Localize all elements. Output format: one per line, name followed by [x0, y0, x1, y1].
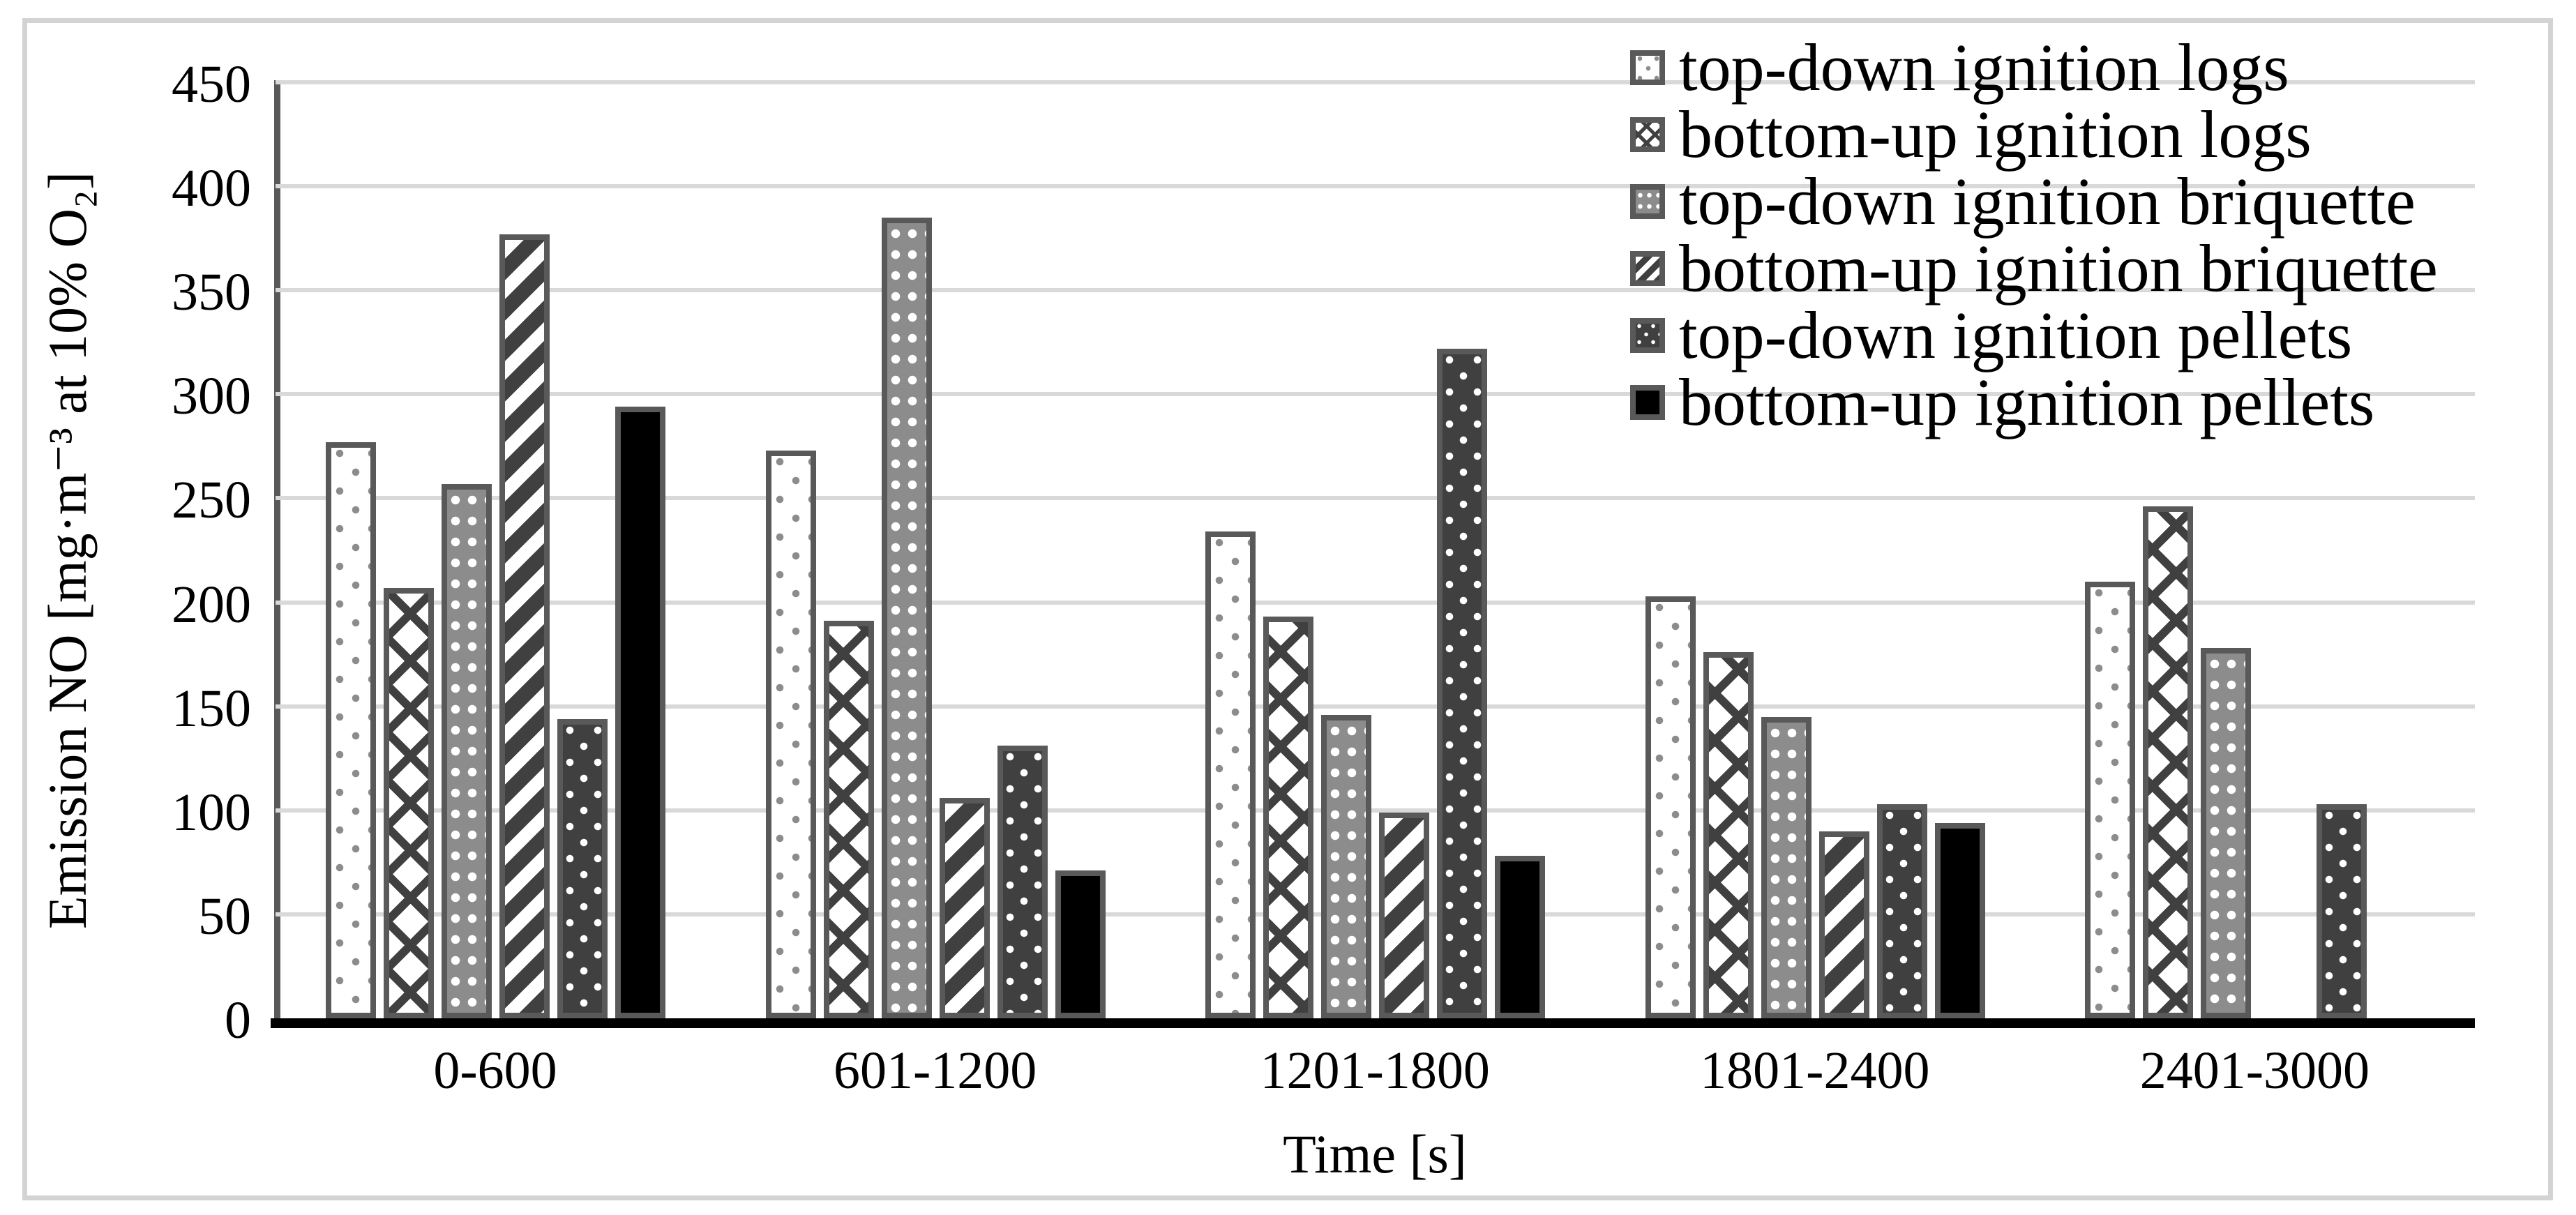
x-category-label-601-1200: 601-1200	[833, 1041, 1037, 1100]
white-dots-on-dark-gray-swatch-icon	[1630, 318, 1665, 353]
y-tick-label-250: 250	[172, 471, 251, 530]
gridline-300	[276, 392, 2475, 397]
y-tick-label-400: 400	[172, 159, 251, 218]
bar-bottom-up-ignition-pellets-0-600	[615, 407, 665, 1018]
bar-bottom-up-ignition-briquette-1201-1800	[1379, 812, 1430, 1018]
chart-frame	[22, 18, 2553, 1200]
y-tick-label-100: 100	[172, 783, 251, 842]
legend-label: bottom-up ignition logs	[1679, 97, 2312, 172]
bar-top-down-ignition-pellets-601-1200	[997, 746, 1048, 1018]
solid-black-swatch-icon	[1630, 385, 1665, 420]
gridline-450	[276, 80, 2475, 84]
x-axis-title: Time [s]	[1283, 1124, 1467, 1184]
bar-top-down-ignition-pellets-0-600	[557, 718, 608, 1018]
y-tick-label-0: 0	[225, 991, 251, 1050]
bar-top-down-ignition-logs-0-600	[326, 442, 376, 1018]
gridline-50	[276, 912, 2475, 916]
sparse-gray-dots-on-white-swatch-icon	[1630, 50, 1665, 85]
bar-bottom-up-ignition-logs-1201-1800	[1263, 617, 1314, 1018]
bar-top-down-ignition-pellets-1201-1800	[1437, 348, 1488, 1018]
bar-top-down-ignition-briquette-2401-3000	[2201, 648, 2252, 1018]
bar-top-down-ignition-pellets-1801-2400	[1876, 803, 1927, 1018]
gridline-350	[276, 288, 2475, 293]
bar-top-down-ignition-briquette-0-600	[442, 483, 492, 1018]
x-axis-line	[271, 1018, 2475, 1028]
legend-label: top-down ignition briquette	[1679, 164, 2416, 239]
gridline-250	[276, 496, 2475, 501]
bar-bottom-up-ignition-pellets-601-1200	[1055, 870, 1106, 1018]
x-category-label-2401-3000: 2401-3000	[2139, 1041, 2370, 1100]
legend-label: top-down ignition logs	[1679, 30, 2289, 105]
y-tick-label-300: 300	[172, 367, 251, 426]
plot-area	[276, 80, 2475, 1018]
y-tick-label-50: 50	[198, 886, 251, 946]
y-tick-label-200: 200	[172, 575, 251, 634]
y-tick-label-350: 350	[172, 263, 251, 322]
x-category-label-1801-2400: 1801-2400	[1700, 1041, 1930, 1100]
bar-top-down-ignition-logs-1201-1800	[1205, 531, 1256, 1018]
bar-top-down-ignition-logs-601-1200	[765, 450, 816, 1018]
x-category-label-0-600: 0-600	[433, 1041, 557, 1100]
y-axis-line	[274, 80, 280, 1020]
legend-label: bottom-up ignition pellets	[1679, 365, 2375, 439]
gridline-200	[276, 600, 2475, 605]
gridline-400	[276, 184, 2475, 189]
bar-top-down-ignition-pellets-2401-3000	[2317, 803, 2367, 1018]
gridline-150	[276, 704, 2475, 709]
diagonal-diamond-lattice-swatch-icon	[1630, 117, 1665, 152]
bar-bottom-up-ignition-logs-2401-3000	[2143, 506, 2194, 1018]
y-tick-label-450: 450	[172, 55, 251, 114]
bar-top-down-ignition-logs-2401-3000	[2085, 581, 2136, 1018]
gridline-100	[276, 808, 2475, 813]
legend-label: bottom-up ignition briquette	[1679, 231, 2438, 305]
legend-label: top-down ignition pellets	[1679, 298, 2353, 372]
bar-bottom-up-ignition-pellets-1201-1800	[1495, 856, 1546, 1018]
bar-top-down-ignition-briquette-1201-1800	[1321, 714, 1372, 1018]
bar-bottom-up-ignition-logs-601-1200	[823, 621, 874, 1018]
white-dot-grid-on-gray-swatch-icon	[1630, 184, 1665, 219]
bar-top-down-ignition-briquette-1801-2400	[1761, 716, 1812, 1018]
bar-bottom-up-ignition-briquette-601-1200	[939, 797, 990, 1018]
bar-bottom-up-ignition-pellets-1801-2400	[1934, 822, 1985, 1018]
bar-bottom-up-ignition-briquette-1801-2400	[1818, 831, 1869, 1018]
bar-bottom-up-ignition-logs-1801-2400	[1703, 652, 1754, 1018]
bar-top-down-ignition-briquette-601-1200	[881, 217, 932, 1018]
bar-top-down-ignition-logs-1801-2400	[1645, 596, 1696, 1018]
bar-bottom-up-ignition-briquette-0-600	[499, 234, 550, 1018]
y-tick-label-150: 150	[172, 679, 251, 738]
bold-diagonal-stripes-swatch-icon	[1630, 251, 1665, 286]
bar-bottom-up-ignition-logs-0-600	[384, 587, 434, 1018]
x-category-label-1201-1800: 1201-1800	[1260, 1041, 1490, 1100]
